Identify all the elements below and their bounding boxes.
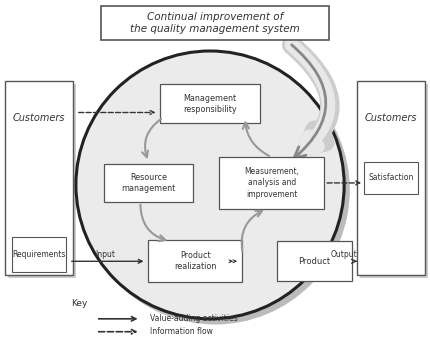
FancyArrowPatch shape (242, 211, 262, 252)
FancyBboxPatch shape (8, 84, 76, 278)
Text: Management
responsibility: Management responsibility (183, 93, 237, 113)
FancyArrowPatch shape (229, 260, 232, 263)
FancyBboxPatch shape (357, 81, 425, 275)
FancyArrowPatch shape (243, 122, 269, 156)
FancyBboxPatch shape (104, 164, 193, 202)
FancyBboxPatch shape (364, 162, 418, 194)
Text: Input: Input (96, 250, 116, 259)
FancyArrowPatch shape (141, 204, 166, 241)
FancyBboxPatch shape (101, 6, 329, 40)
Text: Product: Product (298, 257, 330, 266)
FancyArrowPatch shape (292, 45, 329, 150)
FancyBboxPatch shape (160, 84, 260, 124)
FancyArrowPatch shape (233, 260, 236, 263)
FancyArrowPatch shape (327, 181, 360, 185)
FancyBboxPatch shape (219, 157, 324, 209)
Circle shape (81, 56, 349, 324)
Text: Resource
management: Resource management (121, 173, 175, 193)
FancyBboxPatch shape (360, 84, 427, 278)
FancyArrowPatch shape (352, 259, 356, 263)
FancyBboxPatch shape (277, 242, 352, 281)
FancyArrowPatch shape (79, 111, 154, 115)
FancyBboxPatch shape (148, 240, 243, 282)
Text: Customers: Customers (13, 113, 65, 124)
FancyBboxPatch shape (5, 81, 73, 275)
Circle shape (76, 51, 344, 319)
FancyArrowPatch shape (292, 45, 330, 146)
FancyArrowPatch shape (292, 45, 326, 158)
Text: Continual improvement of
the quality management system: Continual improvement of the quality man… (130, 12, 300, 34)
Text: Product
realization: Product realization (174, 251, 216, 271)
FancyArrowPatch shape (98, 330, 136, 334)
Text: Value-adding activities: Value-adding activities (150, 314, 238, 323)
Text: Requirements: Requirements (12, 250, 66, 259)
FancyArrowPatch shape (98, 316, 136, 321)
Text: Satisfaction: Satisfaction (368, 174, 414, 183)
FancyArrowPatch shape (72, 259, 142, 263)
Text: Key: Key (71, 299, 87, 308)
Text: Customers: Customers (365, 113, 417, 124)
Text: Measurement,
analysis and
improvement: Measurement, analysis and improvement (244, 167, 299, 198)
Text: Information flow: Information flow (150, 327, 213, 336)
FancyArrowPatch shape (142, 119, 161, 157)
Text: Output: Output (331, 250, 357, 259)
FancyBboxPatch shape (12, 237, 66, 272)
